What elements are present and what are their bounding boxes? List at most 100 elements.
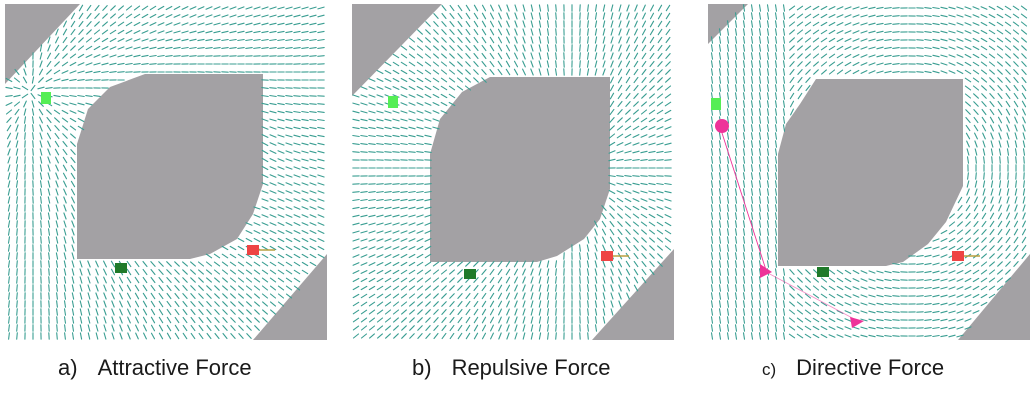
field-vector [392, 238, 400, 242]
field-vector [602, 36, 606, 44]
field-vector [245, 277, 253, 283]
field-vector [360, 206, 368, 210]
field-vector [766, 52, 770, 60]
field-vector [103, 260, 107, 268]
field-vector [392, 191, 400, 193]
field-vector [750, 260, 754, 268]
field-vector [916, 63, 924, 65]
field-vector [7, 260, 11, 268]
field-vector [457, 4, 463, 12]
field-vector [465, 292, 471, 300]
field-vector [602, 260, 606, 268]
field-vector [32, 124, 34, 132]
field-vector [317, 55, 325, 57]
field-vector [957, 204, 963, 212]
field-vector [555, 284, 557, 292]
field-vector [546, 292, 550, 300]
field-vector [473, 332, 479, 340]
field-vector [293, 237, 301, 243]
field-vector [988, 21, 996, 27]
field-vector [432, 126, 440, 130]
field-vector [506, 4, 510, 12]
field-vector [624, 125, 632, 131]
field-vector [554, 68, 558, 76]
field-vector [55, 172, 59, 180]
field-vector [481, 284, 487, 292]
field-vector [734, 252, 738, 260]
field-vector [804, 333, 812, 339]
field-vector [293, 166, 301, 170]
field-vector [222, 309, 228, 315]
field-vector [111, 332, 115, 340]
field-vector [664, 142, 672, 146]
field-vector [884, 46, 892, 50]
field-vector [892, 279, 900, 281]
field-vector [277, 198, 285, 202]
field-vector [441, 37, 447, 43]
field-vector [998, 140, 1002, 148]
field-vector [213, 47, 221, 49]
field-vector [464, 85, 472, 91]
field-vector [62, 28, 68, 36]
field-vector [924, 278, 932, 282]
field-vector [285, 95, 293, 97]
field-vector [432, 69, 440, 75]
field-vector [996, 37, 1004, 43]
field-vector [293, 198, 301, 202]
field-vector [1006, 204, 1010, 212]
field-vector [150, 316, 156, 324]
field-vector [368, 206, 376, 210]
field-vector [602, 300, 606, 308]
field-vector [222, 317, 228, 323]
field-vector [277, 87, 285, 89]
field-vector [237, 245, 245, 251]
field-vector [844, 61, 852, 67]
field-vector [538, 284, 542, 292]
field-vector [190, 316, 196, 324]
field-vector [449, 277, 455, 283]
field-vector [782, 284, 786, 292]
field-vector [734, 44, 738, 52]
field-vector [868, 326, 876, 330]
field-vector [648, 101, 656, 107]
field-vector [618, 292, 622, 300]
field-vector [424, 277, 432, 283]
field-vector [79, 260, 83, 268]
field-vector [860, 294, 868, 298]
field-vector [742, 108, 746, 116]
field-vector [79, 268, 83, 276]
field-vector [726, 44, 730, 52]
goal-marker-light [711, 98, 721, 110]
path-segment [721, 132, 767, 271]
field-vector [190, 332, 196, 340]
field-vector [481, 36, 487, 44]
field-vector [62, 36, 68, 44]
field-vector [5, 102, 13, 106]
field-vector [805, 53, 811, 59]
field-vector [119, 316, 123, 324]
field-vector [150, 300, 156, 308]
field-vector [805, 84, 811, 92]
field-vector [726, 316, 730, 324]
field-vector [285, 182, 293, 186]
field-vector [213, 22, 221, 26]
field-vector [742, 60, 746, 68]
field-vector [197, 30, 205, 34]
field-vector [796, 333, 804, 339]
field-vector [368, 118, 376, 122]
field-vector [261, 157, 269, 163]
field-vector [844, 310, 852, 314]
field-vector [61, 102, 69, 106]
field-vector [718, 188, 722, 196]
field-vector [844, 302, 852, 306]
field-vector [734, 148, 738, 156]
field-vector [165, 46, 173, 50]
field-vector [956, 294, 964, 298]
field-vector [940, 334, 948, 338]
field-vector [766, 116, 770, 124]
field-vector [758, 188, 762, 196]
field-vector [119, 292, 123, 300]
field-vector [587, 324, 589, 332]
field-vector [457, 20, 463, 28]
field-vector [141, 63, 149, 65]
